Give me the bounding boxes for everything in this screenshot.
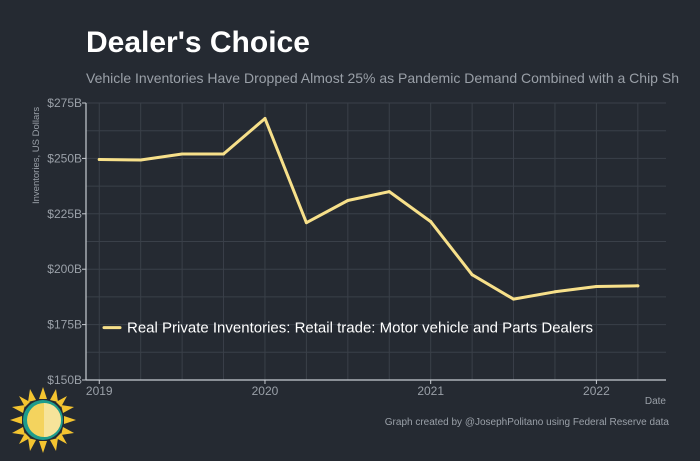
data-point [429,220,433,224]
data-point [139,158,143,162]
data-point [636,284,640,288]
y-tick-label: $200B [47,262,82,276]
chart-subtitle: Vehicle Inventories Have Dropped Almost … [86,70,679,86]
data-point [594,284,598,288]
legend-label: Real Private Inventories: Retail trade: … [127,320,593,337]
axis-layer: $150B $175B $200B $225B $250B $275B 2019 2020 20… [47,96,666,398]
y-tick-label: $225B [47,207,82,221]
x-axis-label: Date [644,396,666,407]
y-tick-label: $175B [47,318,82,332]
data-point [222,152,226,156]
data-point [553,290,557,294]
data-point [387,190,391,194]
series-layer [97,117,640,301]
data-point [97,158,101,162]
source-credit: Graph created by @JosephPolitano using F… [384,417,669,428]
legend: Real Private Inventories: Retail trade: … [102,320,593,337]
y-tick-label: $275B [47,96,82,110]
data-point [512,297,516,301]
x-tick-label: 2022 [583,384,610,398]
data-point [180,152,184,156]
series-line [97,117,640,301]
data-point [470,273,474,277]
y-tick-label: $250B [47,151,82,165]
data-point [263,117,267,121]
x-tick-label: 2021 [417,384,444,398]
chart-title: Dealer's Choice [86,26,310,59]
x-tick-label: 2020 [252,384,279,398]
sun-logo-icon [10,387,76,453]
data-point [304,221,308,225]
x-tick-label: 2019 [86,384,113,398]
y-tick-label: $150B [47,373,82,387]
data-point [346,199,350,203]
grid-layer [86,102,666,380]
